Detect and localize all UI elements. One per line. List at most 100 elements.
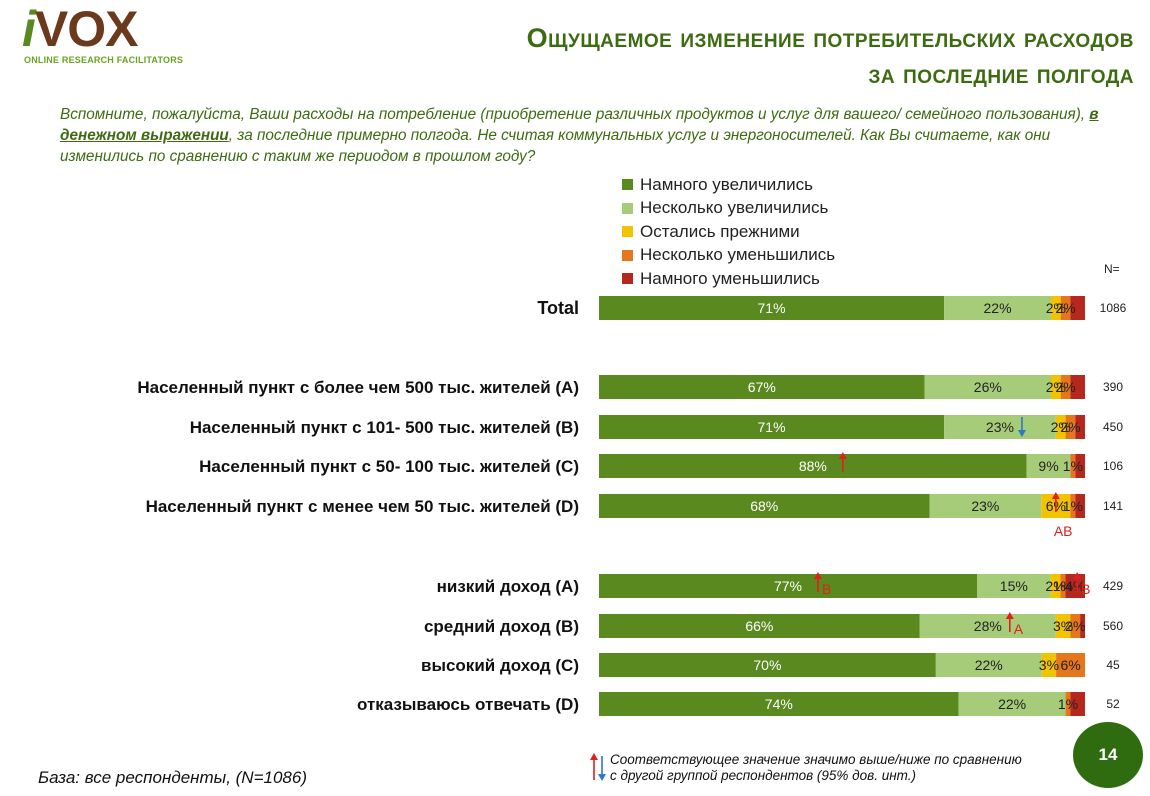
bar-segment bbox=[1050, 375, 1061, 399]
data-label: 1% bbox=[1063, 458, 1083, 474]
category-label: отказываюсь отвечать (D) bbox=[357, 695, 579, 714]
bar-segment bbox=[1050, 574, 1061, 598]
data-label: 2% bbox=[1055, 379, 1075, 395]
logo-tagline: ONLINE RESEARCH FACILITATORS bbox=[24, 55, 184, 65]
n-value: 106 bbox=[1103, 459, 1123, 473]
legend-swatch bbox=[622, 273, 633, 285]
bar-segment bbox=[1060, 296, 1071, 320]
bar-segment bbox=[1065, 415, 1076, 439]
category-label: средний доход (В) bbox=[424, 617, 579, 636]
significance-arrowhead bbox=[1005, 612, 1014, 619]
bar-segment bbox=[1070, 454, 1076, 478]
bar-segment bbox=[599, 692, 959, 716]
page-number-badge: 14 bbox=[1073, 722, 1143, 788]
category-label: высокий доход (С) bbox=[421, 656, 579, 675]
bar-segment bbox=[1060, 574, 1066, 598]
data-label: 23% bbox=[971, 498, 999, 514]
title-line-2: за последние полгода bbox=[868, 59, 1134, 89]
legend-item: Намного увеличились bbox=[622, 173, 835, 197]
bar-segment bbox=[1070, 692, 1085, 716]
n-value: 450 bbox=[1103, 420, 1123, 434]
significance-label: AB bbox=[1054, 523, 1073, 539]
bar-segment bbox=[599, 415, 945, 439]
bar-segment bbox=[599, 375, 925, 399]
data-label: 4% bbox=[1065, 578, 1085, 594]
significance-arrowhead bbox=[1017, 430, 1026, 437]
data-label: 70% bbox=[753, 657, 781, 673]
bar-segment bbox=[599, 454, 1027, 478]
significance-legend-icon bbox=[590, 753, 606, 781]
bar-segment bbox=[599, 494, 930, 518]
bar-segment bbox=[1065, 692, 1071, 716]
n-header: N= bbox=[1104, 262, 1120, 276]
bar-segment bbox=[1060, 375, 1071, 399]
category-label: Населенный пункт с 101- 500 тыс. жителей… bbox=[190, 418, 579, 437]
bar-segment bbox=[599, 574, 977, 598]
category-label: Населенный пункт с менее чем 50 тыс. жит… bbox=[146, 497, 579, 516]
data-label: 2% bbox=[1065, 618, 1085, 634]
data-label: 15% bbox=[1000, 578, 1028, 594]
data-label: 74% bbox=[765, 696, 793, 712]
data-label: 22% bbox=[998, 696, 1026, 712]
significance-label: B bbox=[822, 581, 831, 597]
logo-vox: VOX bbox=[34, 1, 139, 57]
data-label: 6% bbox=[1060, 657, 1080, 673]
bar-segment bbox=[1075, 415, 1085, 439]
significance-label: B bbox=[1081, 581, 1090, 597]
legend-label: Остались прежними bbox=[640, 221, 800, 241]
data-label: 22% bbox=[975, 657, 1003, 673]
bar-segment bbox=[1050, 296, 1061, 320]
legend-item: Несколько увеличились bbox=[622, 197, 835, 221]
data-label: 2% bbox=[1060, 419, 1080, 435]
legend-item: Намного уменьшились bbox=[622, 267, 835, 291]
bar-segment bbox=[1070, 494, 1076, 518]
page-title: Ощущаемое изменение потребительских расх… bbox=[527, 20, 1134, 92]
bar-segment bbox=[1075, 454, 1085, 478]
bar-segment bbox=[1065, 574, 1085, 598]
question-part-2: , за последние примерно полгода. Не счит… bbox=[60, 127, 1051, 165]
data-label: 22% bbox=[984, 300, 1012, 316]
bar-segment bbox=[599, 653, 936, 677]
bar-segment bbox=[599, 296, 945, 320]
base-footnote: База: все респонденты, (N=1086) bbox=[38, 768, 307, 787]
bar-segment bbox=[1055, 415, 1066, 439]
title-line-1: Ощущаемое изменение потребительских расх… bbox=[526, 23, 1134, 53]
legend-swatch bbox=[622, 249, 633, 261]
significance-note: Соответствующее значение значимо выше/ни… bbox=[610, 752, 1022, 783]
significance-arrowhead bbox=[1051, 492, 1060, 499]
legend-label: Намного увеличились bbox=[640, 174, 814, 194]
bar-segment bbox=[935, 653, 1042, 677]
data-label: 28% bbox=[974, 618, 1002, 634]
n-value: 45 bbox=[1106, 658, 1120, 672]
bar-segment bbox=[1070, 296, 1085, 320]
bar-segment bbox=[1026, 454, 1071, 478]
bar-segment bbox=[1055, 614, 1071, 638]
bar-segment bbox=[924, 375, 1051, 399]
data-label: 88% bbox=[799, 458, 827, 474]
chart-legend: Намного увеличились Несколько увеличились… bbox=[622, 173, 835, 291]
bar-segment bbox=[944, 296, 1051, 320]
significance-arrowhead bbox=[838, 452, 847, 459]
survey-question: Вспомните, пожалуйста, Ваши расходы на п… bbox=[60, 104, 1120, 167]
data-label: 71% bbox=[758, 300, 786, 316]
data-label: 66% bbox=[745, 618, 773, 634]
n-value: 429 bbox=[1103, 579, 1123, 593]
legend-swatch bbox=[622, 202, 633, 214]
bar-segment bbox=[1070, 375, 1085, 399]
bar-segment bbox=[1041, 653, 1057, 677]
significance-label: A bbox=[1014, 621, 1024, 637]
category-label: Населенный пункт с более чем 500 тыс. жи… bbox=[137, 378, 579, 397]
legend-label: Несколько уменьшились bbox=[640, 245, 836, 265]
n-value: 1086 bbox=[1100, 301, 1127, 315]
data-label: 68% bbox=[750, 498, 778, 514]
legend-swatch bbox=[622, 179, 633, 191]
question-part-1: Вспомните, пожалуйста, Ваши расходы на п… bbox=[60, 106, 1090, 123]
category-label: Total bbox=[537, 298, 579, 318]
significance-arrowhead bbox=[814, 572, 822, 579]
data-label: 26% bbox=[974, 379, 1002, 395]
data-label: 2% bbox=[1051, 419, 1071, 435]
n-value: 560 bbox=[1103, 619, 1123, 633]
category-label: Населенный пункт с 50- 100 тыс. жителей … bbox=[199, 457, 579, 476]
data-label: 67% bbox=[748, 379, 776, 395]
